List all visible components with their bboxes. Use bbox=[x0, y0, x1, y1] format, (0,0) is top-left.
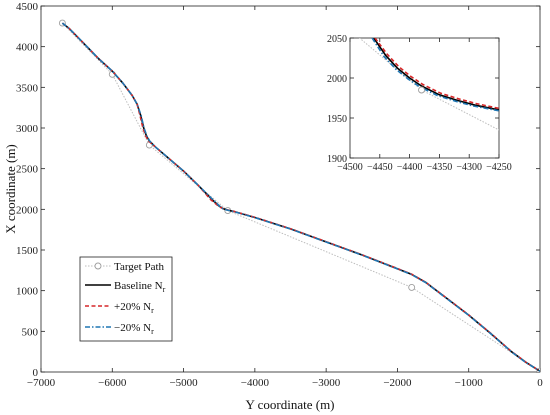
main-y-tick-label: 4500 bbox=[16, 1, 39, 13]
inset-y-tick-label: 2050 bbox=[327, 34, 347, 45]
main-x-tick-label: −4000 bbox=[241, 377, 270, 389]
legend-marker-target bbox=[94, 262, 102, 270]
legend-label-minus20: −20% Nr bbox=[114, 322, 154, 336]
legend-label-target: Target Path bbox=[114, 261, 165, 273]
inset-series-minus20 bbox=[371, 38, 499, 112]
main-y-tick-label: 1500 bbox=[16, 245, 39, 257]
main-target-waypoint bbox=[408, 283, 416, 291]
legend-entry-plus20: +20% Nr bbox=[85, 301, 154, 315]
main-x-tick-label: −5000 bbox=[169, 377, 198, 389]
inset-x-tick-label: −4300 bbox=[456, 162, 482, 173]
inset-series-plus20 bbox=[374, 38, 499, 110]
inset-y-tick-label: 1950 bbox=[327, 114, 347, 125]
legend-box bbox=[79, 256, 173, 342]
main-y-tick-label: 4000 bbox=[16, 42, 39, 54]
inset-target-waypoint bbox=[418, 86, 425, 94]
legend-label-plus20: +20% Nr bbox=[114, 301, 154, 315]
legend-entry-target: Target Path bbox=[85, 261, 165, 273]
main-x-tick-label: 0 bbox=[537, 377, 543, 389]
main-x-tick-label: −2000 bbox=[383, 377, 412, 389]
main-series-minus20 bbox=[61, 22, 540, 372]
main-y-tick-label: 3500 bbox=[16, 82, 39, 94]
inset-x-tick-label: −4450 bbox=[367, 162, 393, 173]
main-x-tick-label: −7000 bbox=[27, 377, 56, 389]
inset-x-tick-label: −4400 bbox=[397, 162, 423, 173]
main-y-tick-label: 3000 bbox=[16, 123, 39, 135]
main-y-tick-label: 1000 bbox=[16, 286, 39, 298]
inset-y-tick-label: 2000 bbox=[327, 74, 347, 85]
main-series-group bbox=[58, 19, 540, 372]
inset-x-tick-label: −4350 bbox=[427, 162, 453, 173]
main-x-tick-label: −6000 bbox=[98, 377, 127, 389]
main-y-tick-label: 2500 bbox=[16, 164, 39, 176]
main-y-tick-label: 2000 bbox=[16, 204, 39, 216]
main-x-tick-label: −3000 bbox=[312, 377, 341, 389]
x-axis-label: Y coordinate (m) bbox=[245, 397, 334, 412]
inset-series-group bbox=[358, 38, 499, 131]
main-x-tick-label: −1000 bbox=[455, 377, 484, 389]
main-y-tick-label: 0 bbox=[33, 367, 39, 379]
y-axis-label: X coordinate (m) bbox=[3, 144, 18, 234]
legend-label-baseline: Baseline Nr bbox=[114, 280, 166, 294]
inset-axes-ticks: −4500 −4450 −4400 −4350 −4300 −4250 1900 1950 20… bbox=[327, 34, 512, 173]
main-axes-ticks: −7000 −6000 −5000 −4000 −3000 −2000 −1000 0 0 500… bbox=[16, 1, 543, 389]
main-y-tick-label: 500 bbox=[22, 326, 39, 338]
inset-series-baseline bbox=[373, 38, 499, 111]
inset-y-tick-label: 1900 bbox=[327, 154, 347, 165]
legend: Target Path Baseline Nr +20% Nr −20% Nr bbox=[79, 256, 173, 342]
main-series-target bbox=[62, 22, 540, 372]
inset-x-tick-label: −4250 bbox=[486, 162, 512, 173]
inset-x-tick-label: −4500 bbox=[337, 162, 363, 173]
legend-entry-baseline: Baseline Nr bbox=[85, 280, 166, 294]
legend-entry-minus20: −20% Nr bbox=[85, 322, 154, 336]
inset-plot-area bbox=[349, 37, 500, 159]
